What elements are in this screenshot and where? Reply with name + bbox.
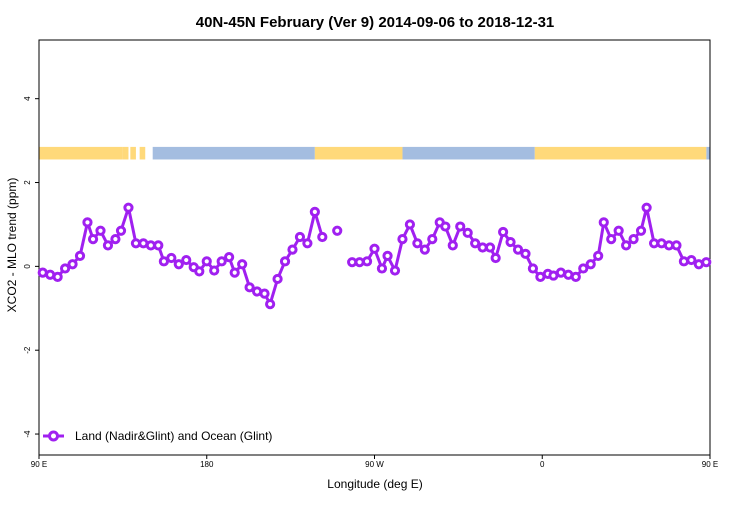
data-point xyxy=(686,254,697,266)
data-point xyxy=(635,225,647,236)
data-point xyxy=(237,259,248,270)
data-point xyxy=(302,238,313,249)
data-point xyxy=(606,234,617,245)
data-point xyxy=(153,240,164,251)
surface-land-segment xyxy=(534,146,707,160)
y-tick-label: -4 xyxy=(23,430,32,438)
data-point xyxy=(427,234,438,245)
surface-land-segment xyxy=(39,146,123,160)
data-point xyxy=(512,244,524,255)
data-point xyxy=(570,271,581,282)
data-point xyxy=(265,298,276,310)
legend-marker xyxy=(48,430,59,442)
data-point xyxy=(216,256,227,267)
data-point xyxy=(209,265,220,276)
data-point xyxy=(389,265,401,276)
data-point xyxy=(272,273,283,285)
legend-label: Land (Nadir&Glint) and Ocean (Glint) xyxy=(75,429,272,443)
x-tick-label: 90 E xyxy=(31,460,47,469)
data-point xyxy=(67,259,78,270)
data-point xyxy=(279,256,291,267)
data-point xyxy=(173,259,184,270)
data-point xyxy=(317,231,328,243)
data-point xyxy=(382,250,393,261)
data-point xyxy=(309,206,320,217)
data-point xyxy=(166,252,177,264)
x-axis-label: Longitude (deg E) xyxy=(327,477,422,491)
data-point xyxy=(59,263,71,274)
chart-title: 40N-45N February (Ver 9) 2014-09-06 to 2… xyxy=(196,14,555,31)
data-point xyxy=(412,238,423,249)
data-point xyxy=(229,267,240,278)
y-tick-label: 2 xyxy=(23,180,32,185)
data-point xyxy=(447,240,458,251)
data-point xyxy=(397,234,408,245)
data-point xyxy=(613,225,624,236)
data-point xyxy=(201,256,212,267)
data-point xyxy=(628,234,639,245)
data-point xyxy=(287,244,298,255)
data-point xyxy=(115,225,127,236)
data-point xyxy=(102,240,114,251)
data-point xyxy=(181,254,192,266)
data-point xyxy=(123,202,134,213)
data-point xyxy=(294,231,306,243)
data-point xyxy=(95,225,106,236)
data-point xyxy=(498,226,509,238)
data-point xyxy=(641,202,652,213)
data-point xyxy=(484,242,496,253)
data-point xyxy=(158,256,169,267)
data-point xyxy=(505,236,516,248)
surface-ocean-segment xyxy=(706,146,710,160)
data-point xyxy=(621,240,632,251)
data-point xyxy=(490,252,501,264)
data-point xyxy=(404,219,416,230)
data-point xyxy=(82,217,93,228)
y-tick-label: -2 xyxy=(23,346,32,354)
data-point xyxy=(74,250,86,261)
surface-land-segment xyxy=(130,146,136,160)
data-point xyxy=(527,263,539,274)
y-tick-label: 4 xyxy=(23,96,32,101)
data-point xyxy=(376,263,388,274)
x-tick-label: 90 E xyxy=(702,460,718,469)
data-point xyxy=(87,234,99,245)
data-point xyxy=(578,263,589,274)
data-point xyxy=(361,256,373,267)
legend: Land (Nadir&Glint) and Ocean (Glint) xyxy=(43,429,272,443)
x-tick-label: 90 W xyxy=(365,460,384,469)
data-point xyxy=(520,248,531,259)
data-point xyxy=(369,243,380,254)
surface-ocean-segment xyxy=(152,146,315,160)
data-point xyxy=(440,221,451,232)
surface-ocean-segment xyxy=(402,146,535,160)
data-point xyxy=(244,282,255,293)
data-point xyxy=(259,288,270,299)
data-point xyxy=(462,227,473,238)
data-point xyxy=(455,221,466,232)
data-point xyxy=(585,259,596,270)
plot-area: 90 E 180 90 W 0 90 E -4 -2 0 2 4 xyxy=(23,39,718,469)
y-tick-label: 0 xyxy=(23,264,32,269)
data-point xyxy=(419,244,430,255)
data-point xyxy=(671,240,682,251)
data-point xyxy=(470,238,481,249)
x-tick-label: 180 xyxy=(200,460,214,469)
data-point xyxy=(110,234,121,245)
surface-land-segment xyxy=(122,146,129,160)
data-point xyxy=(701,257,712,268)
data-point xyxy=(52,271,63,282)
data-point xyxy=(598,217,609,228)
data-point xyxy=(194,266,205,277)
y-axis-label: XCO2 - MLO trend (ppm) xyxy=(5,178,19,313)
surface-land-segment xyxy=(314,146,403,160)
data-point xyxy=(593,250,604,261)
data-point xyxy=(224,252,235,263)
surface-land-segment xyxy=(139,146,146,160)
data-point xyxy=(332,225,343,236)
x-tick-label: 0 xyxy=(540,460,545,469)
